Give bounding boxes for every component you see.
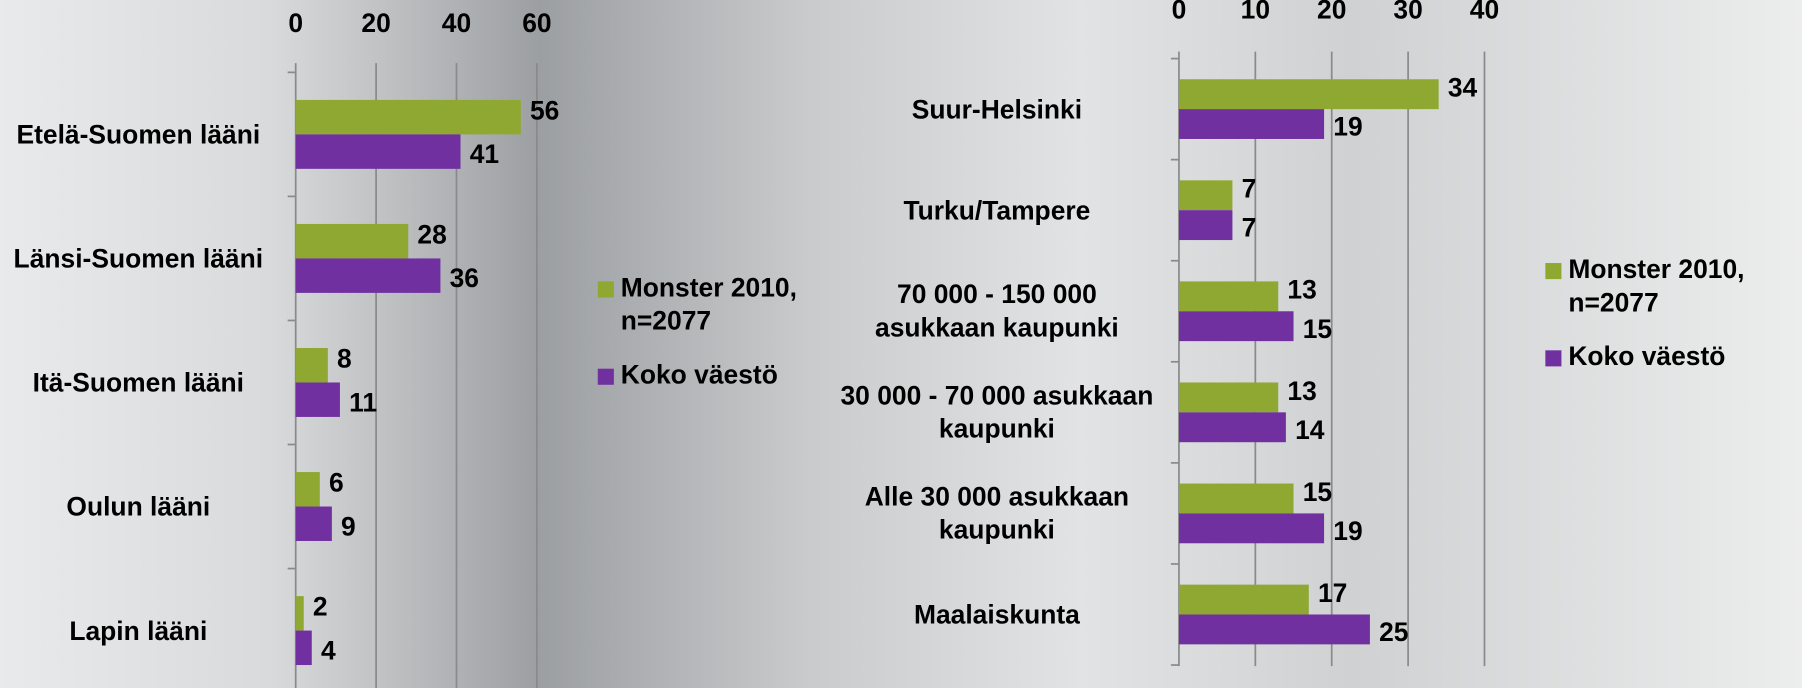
category-label-box: Lapin lääni xyxy=(69,615,208,645)
legend-label: Monster 2010, n=2077 xyxy=(620,272,797,336)
category-label-box: 30 000 - 70 000 asukkaan kaupunki xyxy=(840,380,1154,444)
category-label: Turku/Tampere xyxy=(903,194,1091,225)
legend-label: Koko väestö xyxy=(1568,341,1726,371)
bar xyxy=(295,348,328,383)
bar xyxy=(1178,281,1279,312)
category-label-box: Länsi-Suomen lääni xyxy=(13,242,264,273)
value-label: 7 xyxy=(1242,213,1257,243)
value-label: 13 xyxy=(1287,376,1316,406)
bar xyxy=(1178,382,1279,413)
bar xyxy=(295,506,332,541)
value-label: 15 xyxy=(1303,314,1332,344)
legend-label-box: Monster 2010, n=2077 xyxy=(620,272,797,336)
x-tick-label: 40 xyxy=(442,8,471,38)
legend-swatch xyxy=(1545,263,1562,280)
value-label: 8 xyxy=(337,344,352,374)
category-label: Maalaiskunta xyxy=(913,598,1080,629)
bar xyxy=(295,382,340,417)
category-label-box: Turku/Tampere xyxy=(903,194,1091,225)
legend-swatch xyxy=(597,281,614,298)
category-label-box: 70 000 - 150 000 asukkaan kaupunki xyxy=(875,279,1119,343)
legend-label-box: Koko väestö xyxy=(1568,341,1726,371)
legend-swatch xyxy=(597,368,614,385)
category-label-box: Itä-Suomen lääni xyxy=(32,366,245,397)
value-label: 11 xyxy=(349,387,377,417)
category-label-box: Oulun lääni xyxy=(66,491,211,521)
value-label: 28 xyxy=(417,220,446,250)
value-label: 34 xyxy=(1448,73,1478,103)
bar xyxy=(1178,412,1286,443)
legend-label: Monster 2010, n=2077 xyxy=(1568,253,1745,318)
value-label: 4 xyxy=(321,635,336,665)
bar xyxy=(1178,79,1439,110)
bar xyxy=(295,630,312,666)
x-tick-label: 20 xyxy=(361,8,390,38)
x-tick-label: 20 xyxy=(1317,0,1346,24)
value-label: 19 xyxy=(1333,516,1362,546)
bar xyxy=(1178,180,1233,211)
x-tick-label: 10 xyxy=(1241,0,1270,24)
value-label: 15 xyxy=(1303,477,1332,507)
bar xyxy=(1178,483,1294,514)
category-label-box: Suur-Helsinki xyxy=(911,93,1083,124)
value-label: 19 xyxy=(1333,112,1362,142)
bar xyxy=(1178,311,1294,342)
value-label: 56 xyxy=(530,96,559,126)
bar xyxy=(295,134,461,169)
category-label: Itä-Suomen lääni xyxy=(32,366,245,397)
category-label: 70 000 - 150 000 asukkaan kaupunki xyxy=(875,279,1119,343)
x-tick-label: 30 xyxy=(1393,0,1422,24)
value-label: 7 xyxy=(1242,174,1257,204)
bar xyxy=(295,99,521,135)
category-label-box: Maalaiskunta xyxy=(913,598,1080,629)
category-label: Alle 30 000 asukkaan kaupunki xyxy=(864,481,1130,545)
value-label: 17 xyxy=(1318,578,1347,608)
category-label: 30 000 - 70 000 asukkaan kaupunki xyxy=(840,380,1154,444)
value-label: 36 xyxy=(450,263,479,293)
value-label: 2 xyxy=(313,592,328,622)
bar xyxy=(295,223,409,259)
bar xyxy=(295,596,304,631)
value-label: 41 xyxy=(470,139,499,169)
legend-label-box: Monster 2010, n=2077 xyxy=(1568,253,1745,318)
legend-swatch xyxy=(1545,350,1562,367)
value-label: 14 xyxy=(1295,415,1325,445)
category-label: Etelä-Suomen lääni xyxy=(16,118,261,149)
x-tick-label: 0 xyxy=(288,8,303,38)
category-label: Lapin lääni xyxy=(69,615,208,645)
category-label-box: Etelä-Suomen lääni xyxy=(16,118,261,149)
value-label: 6 xyxy=(329,468,344,498)
x-tick-label: 40 xyxy=(1470,0,1499,24)
bar xyxy=(295,258,441,293)
legend-label-box: Koko väestö xyxy=(620,359,778,390)
bar xyxy=(1178,513,1325,544)
x-tick-label: 60 xyxy=(522,8,551,38)
value-label: 9 xyxy=(341,511,356,541)
bar xyxy=(295,472,320,507)
value-label: 13 xyxy=(1287,275,1316,305)
category-label: Länsi-Suomen lääni xyxy=(13,242,264,273)
x-tick-label: 0 xyxy=(1172,0,1187,24)
category-label: Suur-Helsinki xyxy=(911,93,1083,124)
bar xyxy=(1178,584,1309,615)
value-label: 25 xyxy=(1379,617,1408,647)
legend-label: Koko väestö xyxy=(620,359,778,390)
category-label-box: Alle 30 000 asukkaan kaupunki xyxy=(864,481,1130,545)
bar xyxy=(1178,109,1325,139)
bar xyxy=(1178,614,1370,645)
category-label: Oulun lääni xyxy=(66,491,211,521)
bar xyxy=(1178,210,1233,241)
